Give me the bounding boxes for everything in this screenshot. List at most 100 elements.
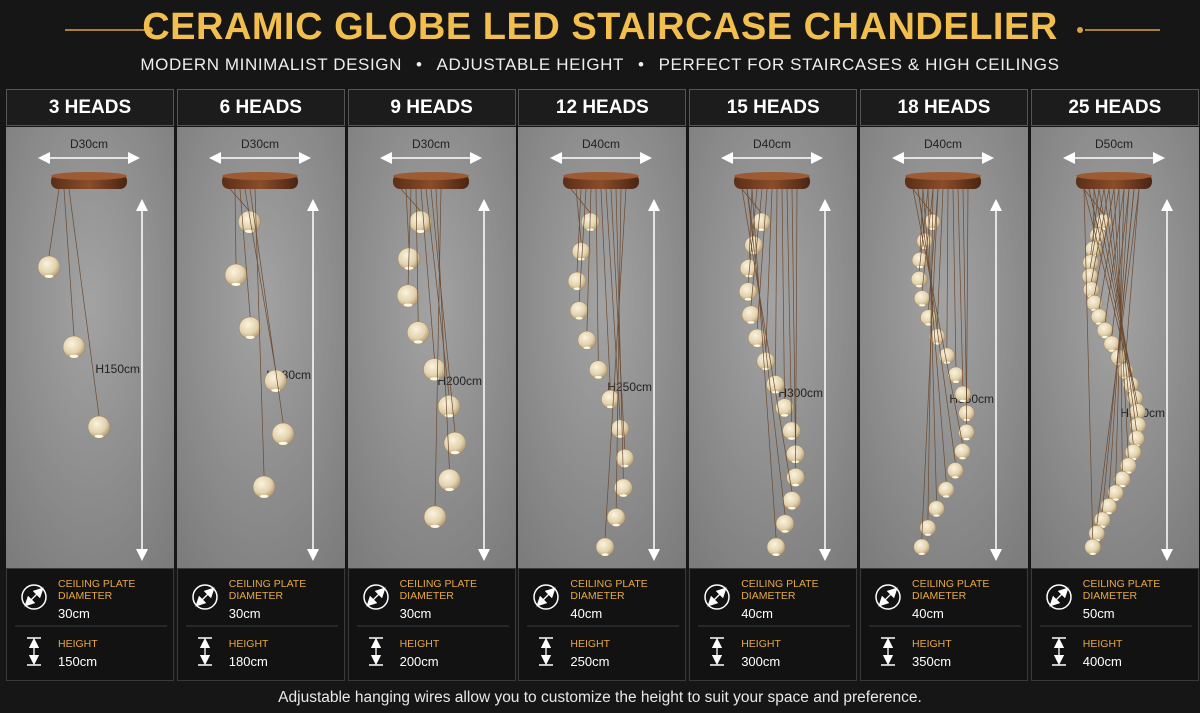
- globe-light: [792, 483, 800, 487]
- wire: [962, 188, 967, 406]
- diameter-icon-arrow: [707, 587, 727, 607]
- diameter-icon-arrow: [365, 587, 386, 607]
- diameter-icon: [1046, 584, 1072, 610]
- globe: [741, 305, 761, 325]
- globe-light: [918, 552, 925, 555]
- wire: [596, 188, 600, 361]
- ornament-dot: [147, 27, 153, 33]
- globe-light: [918, 304, 926, 307]
- diameter-icon-arrow: [1049, 587, 1069, 607]
- spec-label: HEIGHT: [399, 638, 440, 650]
- ceiling-plate-top: [392, 172, 469, 180]
- globe-light: [413, 340, 423, 344]
- wire: [936, 188, 944, 329]
- diameter-icon: [21, 584, 47, 610]
- wire: [434, 188, 441, 507]
- spec-icons: [1039, 584, 1192, 666]
- wire: [605, 188, 627, 539]
- wire: [1093, 188, 1138, 404]
- wire: [757, 188, 768, 330]
- illustration: D40cm H300cm: [689, 127, 858, 568]
- globe-light: [450, 450, 459, 455]
- globe-light: [963, 437, 970, 441]
- spec-label: CEILING PLATE DIAMETER: [399, 578, 478, 602]
- wire: [616, 188, 622, 509]
- globe-light: [772, 553, 780, 556]
- wire: [919, 188, 924, 253]
- globe-light: [94, 434, 104, 438]
- globe: [237, 210, 261, 234]
- wire: [229, 188, 250, 212]
- wire: [750, 188, 763, 306]
- spec-value: 300cm: [741, 654, 781, 669]
- globe-light: [607, 405, 615, 409]
- spec-value: 40cm: [912, 606, 944, 621]
- illustration: D50cmH400cm: [1030, 127, 1199, 568]
- globe: [611, 419, 630, 439]
- wire: [601, 188, 612, 391]
- globe-light: [575, 316, 584, 320]
- spec-icons: [869, 584, 1021, 666]
- globe: [570, 301, 589, 320]
- globe-light: [1089, 552, 1096, 555]
- wire: [781, 188, 786, 399]
- globe: [572, 242, 591, 261]
- spec-label: CEILING PLATE DIAMETER: [741, 578, 819, 602]
- wire: [234, 188, 237, 265]
- wire: [791, 188, 796, 446]
- wire: [927, 188, 937, 501]
- globe: [607, 508, 626, 527]
- globe-light: [601, 553, 610, 556]
- spec-label: HEIGHT: [58, 638, 98, 650]
- diameter-icon-arrow: [195, 587, 215, 607]
- ceiling-plate-top: [734, 172, 811, 180]
- wire: [928, 188, 939, 310]
- wire: [1104, 188, 1125, 323]
- wire: [586, 188, 592, 332]
- wire: [616, 188, 625, 479]
- globe-light: [429, 377, 439, 381]
- diameter-icon: [704, 584, 730, 610]
- panel-bg: [176, 127, 345, 568]
- diameter-label: D50cm: [1095, 137, 1133, 151]
- globe-light: [744, 297, 752, 301]
- wire: [746, 188, 786, 515]
- globe-light: [587, 228, 595, 231]
- spec-value: 400cm: [1082, 654, 1122, 669]
- column-heading: 3 HEADS: [6, 89, 174, 126]
- globe-light: [788, 437, 796, 440]
- diameter-icon: [875, 584, 901, 610]
- globe: [775, 398, 794, 417]
- wire: [957, 188, 964, 387]
- wire: [425, 188, 449, 396]
- spec-label: HEIGHT: [741, 638, 781, 650]
- globe-light: [444, 487, 454, 492]
- diameter-label: D40cm: [582, 137, 620, 151]
- globe: [913, 538, 931, 556]
- wire: [921, 188, 939, 540]
- globe: [614, 478, 633, 498]
- globe-light: [959, 457, 966, 460]
- globe: [928, 500, 945, 518]
- globe-light: [69, 354, 79, 358]
- globe-light: [933, 514, 940, 517]
- globe-light: [573, 287, 582, 291]
- globe-light: [244, 229, 254, 233]
- globe: [775, 514, 795, 534]
- title: CERAMIC GLOBE LED STAIRCASE CHANDELIER: [142, 6, 1058, 48]
- column-heading: 15 HEADS: [689, 89, 858, 126]
- subtitle-item: PERFECT FOR STAIRCASES & HIGH CEILINGS: [658, 55, 1060, 74]
- globe-light: [616, 435, 625, 438]
- wire: [1089, 188, 1105, 269]
- wire: [420, 188, 435, 359]
- wire: [765, 188, 773, 353]
- ceiling-plate-top: [1075, 172, 1152, 180]
- wire: [946, 188, 949, 348]
- wire: [748, 188, 753, 260]
- subtitle-item: ADJUSTABLE HEIGHT: [436, 55, 625, 74]
- globe-light: [231, 282, 241, 286]
- spec-value: 200cm: [399, 654, 439, 669]
- spec-label: HEIGHT: [912, 638, 952, 650]
